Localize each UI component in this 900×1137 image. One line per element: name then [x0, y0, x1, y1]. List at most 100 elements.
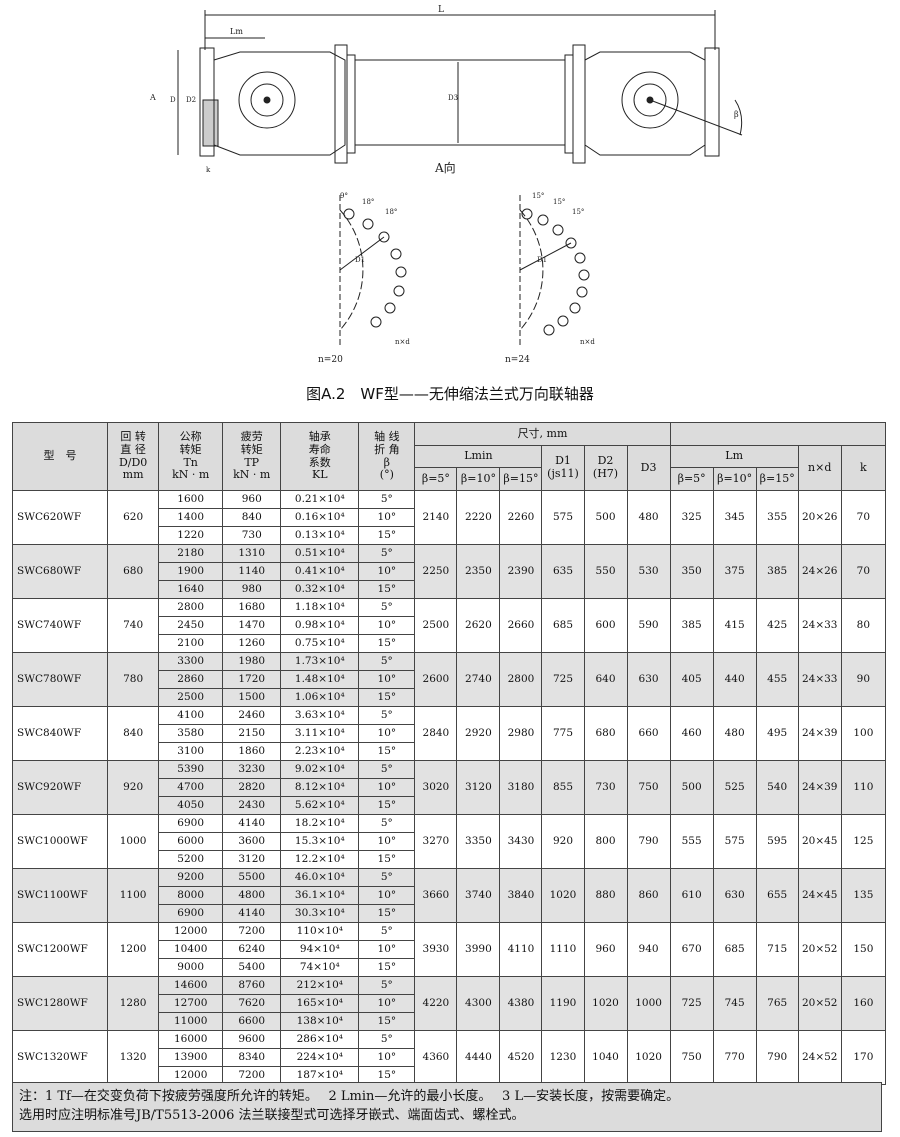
kl-cell: 0.41×10⁴	[280, 562, 360, 581]
beta-cell: 10°	[358, 832, 416, 851]
header-tn: 公称 转矩 Tn kN · m	[158, 422, 224, 491]
beta-cell: 15°	[358, 904, 416, 923]
kl-cell: 8.12×10⁴	[280, 778, 360, 797]
tn-cell: 5200	[158, 850, 224, 869]
tn-cell: 8000	[158, 886, 224, 905]
kl-cell: 18.2×10⁴	[280, 814, 360, 833]
lm-cell: 715	[755, 922, 799, 977]
kl-cell: 3.63×10⁴	[280, 706, 360, 725]
tn-cell: 13900	[158, 1048, 224, 1067]
lm-cell: 790	[755, 1030, 799, 1085]
lm-cell: 745	[712, 976, 757, 1031]
coupling-drawing: L Lm D3 β A D D2 k A向 D1 9° 18° 18° n×d …	[149, 5, 743, 365]
k-cell: 135	[840, 868, 887, 923]
model-cell: SWC840WF	[11, 706, 109, 761]
table-row: 12000 7200 187×10⁴ 15°	[13, 1066, 886, 1085]
kl-cell: 5.62×10⁴	[280, 796, 360, 815]
header-rot-dia: 回 转直 径 D/D0 mm	[107, 422, 160, 491]
beta-cell: 5°	[358, 1030, 416, 1049]
lmin-cell: 2500	[414, 598, 458, 653]
svg-text:9°: 9°	[340, 192, 348, 200]
kl-cell: 3.11×10⁴	[280, 724, 360, 743]
rot-dia-cell: 840	[107, 706, 160, 761]
header-beta-sub: β=5°	[414, 467, 458, 491]
d2-cell: 800	[583, 814, 628, 869]
kl-cell: 224×10⁴	[280, 1048, 360, 1067]
d2-cell: 1040	[583, 1030, 628, 1085]
beta-cell: 5°	[358, 706, 416, 725]
beta-cell: 5°	[358, 868, 416, 887]
svg-text:n×d: n×d	[395, 338, 410, 346]
table-row: 8000 4800 36.1×10⁴ 10°	[13, 886, 886, 905]
kl-cell: 36.1×10⁴	[280, 886, 360, 905]
tp-cell: 2820	[222, 778, 282, 797]
d3-cell: 480	[626, 490, 671, 545]
tn-cell: 14600	[158, 976, 224, 995]
kl-cell: 0.32×10⁴	[280, 580, 360, 599]
d3-cell: 750	[626, 760, 671, 815]
table-row: 4050 2430 5.62×10⁴ 15°	[13, 796, 886, 815]
d2-cell: 730	[583, 760, 628, 815]
d2-cell: 1020	[583, 976, 628, 1031]
header-tp: 疲劳 转矩 TP kN · m	[222, 422, 282, 491]
tn-cell: 2100	[158, 634, 224, 653]
d2-cell: 880	[583, 868, 628, 923]
k-cell: 90	[840, 652, 887, 707]
beta-cell: 10°	[358, 508, 416, 527]
tp-cell: 1860	[222, 742, 282, 761]
table-row: SWC1000WF 1000 6900 4140 18.2×10⁴ 5° 3270 3350 3…	[11, 814, 887, 869]
svg-text:15°: 15°	[553, 198, 565, 206]
lmin-cell: 4300	[456, 976, 501, 1031]
view-label: A向	[434, 160, 456, 175]
beta-cell: 10°	[358, 940, 416, 959]
table-row: SWC920WF 920 5390 3230 9.02×10⁴ 5° 3020 3120 318…	[11, 760, 887, 815]
model-cell: SWC620WF	[11, 490, 109, 545]
k-cell: 80	[840, 598, 887, 653]
kl-cell: 30.3×10⁴	[280, 904, 360, 923]
tn-cell: 16000	[158, 1030, 224, 1049]
header-lmin: Lmin	[414, 445, 543, 468]
nxd-cell: 24×33	[797, 598, 842, 653]
tp-cell: 960	[222, 490, 282, 509]
header-k: k	[840, 445, 887, 491]
model-cell: SWC1280WF	[11, 976, 109, 1031]
kl-cell: 1.18×10⁴	[280, 598, 360, 617]
table-row: SWC740WF 740 2800 1680 1.18×10⁴ 5° 2500 2620 266…	[11, 598, 887, 653]
table-row: SWC1280WF 1280 14600 8760 212×10⁴ 5° 4220 4300 4…	[11, 976, 887, 1031]
tn-cell: 1640	[158, 580, 224, 599]
left-n-label: n=20	[318, 355, 343, 365]
lmin-cell: 2980	[499, 706, 543, 761]
k-cell: 125	[840, 814, 887, 869]
lmin-cell: 3930	[414, 922, 458, 977]
lmin-cell: 3430	[499, 814, 543, 869]
beta-cell: 10°	[358, 670, 416, 689]
tp-cell: 4800	[222, 886, 282, 905]
kl-cell: 138×10⁴	[280, 1012, 360, 1031]
k-cell: 150	[840, 922, 887, 977]
tn-cell: 3300	[158, 652, 224, 671]
beta-cell: 5°	[358, 652, 416, 671]
lmin-cell: 2220	[456, 490, 501, 545]
lm-cell: 375	[712, 544, 757, 599]
d1-cell: 775	[541, 706, 585, 761]
beta-cell: 5°	[358, 544, 416, 563]
lm-cell: 385	[669, 598, 714, 653]
lm-cell: 630	[712, 868, 757, 923]
tn-cell: 1900	[158, 562, 224, 581]
header-d1: D1 (js11)	[541, 445, 585, 491]
d1-cell: 1020	[541, 868, 585, 923]
table-row: SWC1200WF 1200 12000 7200 110×10⁴ 5° 3930 3990 4…	[11, 922, 887, 977]
dim-L: L	[438, 5, 444, 15]
d1-cell: 1230	[541, 1030, 585, 1085]
table-row: SWC620WF 620 1600 960 0.21×10⁴ 5° 2140 2220 2260…	[11, 490, 887, 545]
table-row: 2450 1470 0.98×10⁴ 10°	[13, 616, 886, 635]
d3-cell: 660	[626, 706, 671, 761]
lmin-cell: 3180	[499, 760, 543, 815]
lmin-cell: 3350	[456, 814, 501, 869]
kl-cell: 15.3×10⁴	[280, 832, 360, 851]
table-row: SWC1320WF 1320 16000 9600 286×10⁴ 5° 4360 4440 4…	[11, 1030, 887, 1085]
table-row: 11000 6600 138×10⁴ 15°	[13, 1012, 886, 1031]
tp-cell: 4140	[222, 814, 282, 833]
model-cell: SWC1100WF	[11, 868, 109, 923]
d1-cell: 575	[541, 490, 585, 545]
